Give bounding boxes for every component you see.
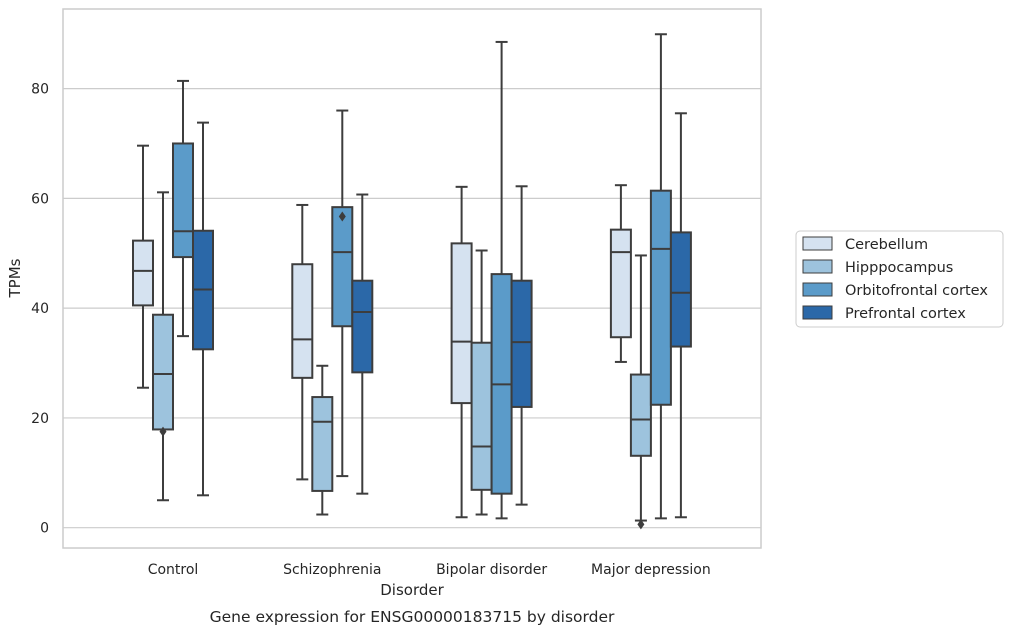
outlier-point (159, 426, 167, 437)
box-prefrontal-cortex (192, 121, 214, 497)
y-tick-label: 40 (31, 301, 49, 317)
outlier-point (338, 211, 346, 222)
iqr-box (510, 279, 533, 408)
iqr-box (669, 231, 692, 348)
outlier-point (637, 519, 645, 530)
box-prefrontal-cortex (510, 185, 533, 506)
iqr-box (649, 189, 672, 406)
iqr-box (351, 279, 374, 374)
x-tick-label: Control (148, 562, 199, 578)
y-tick-labels: 0 20 40 60 80 (31, 82, 49, 537)
legend-swatch (802, 259, 833, 274)
box-cerebellum (450, 185, 473, 519)
iqr-box (311, 396, 334, 492)
box-prefrontal-cortex (669, 112, 692, 519)
iqr-box (132, 239, 154, 307)
box-hipppocampus (311, 364, 334, 516)
iqr-box (291, 263, 314, 379)
box-cerebellum (291, 203, 314, 481)
y-tick-label: 0 (40, 521, 49, 537)
y-tick-label: 80 (31, 82, 49, 98)
x-tick-label: Major depression (591, 562, 711, 578)
iqr-box (629, 373, 652, 457)
y-tick-label: 20 (31, 411, 49, 427)
x-tick-label: Schizophrenia (283, 562, 381, 578)
box-cerebellum (132, 144, 154, 389)
legend-label: Cerebellum (845, 237, 928, 253)
x-tick-label: Bipolar disorder (436, 562, 547, 578)
legend-swatch (802, 282, 833, 297)
iqr-box (152, 313, 174, 431)
box-orbitofrontal-cortex (172, 79, 194, 338)
plot-area-background (63, 9, 761, 548)
legend-swatch (802, 305, 833, 320)
legend-label: Prefrontal cortex (845, 306, 966, 322)
boxes (132, 33, 692, 530)
legend: Cerebellum Hipppocampus Orbitofrontal cort… (795, 230, 1004, 328)
y-tick-label: 60 (31, 191, 49, 207)
figure-caption: Gene expression for ENSG00000183715 by d… (210, 608, 615, 626)
box-prefrontal-cortex (351, 193, 374, 495)
legend-label: Orbitofrontal cortex (845, 283, 988, 299)
iqr-box (450, 242, 473, 405)
iqr-box (331, 206, 354, 328)
legend-frame (795, 230, 1004, 328)
y-axis-label: TPMs (6, 258, 24, 298)
box-hipppocampus (152, 191, 174, 502)
x-axis-label: Disorder (380, 581, 444, 599)
legend-label: Hipppocampus (845, 260, 953, 276)
iqr-box (172, 142, 194, 259)
box-cerebellum (609, 184, 632, 363)
box-orbitofrontal-cortex (331, 109, 354, 478)
box-orbitofrontal-cortex (649, 33, 672, 520)
iqr-box (470, 341, 493, 491)
legend-swatch (802, 236, 833, 251)
plot-area-frame (62, 8, 762, 549)
x-tick-labels: Control Schizophrenia Bipolar disorder Majo… (148, 562, 711, 578)
iqr-box (609, 228, 632, 339)
box-hipppocampus (629, 254, 652, 530)
